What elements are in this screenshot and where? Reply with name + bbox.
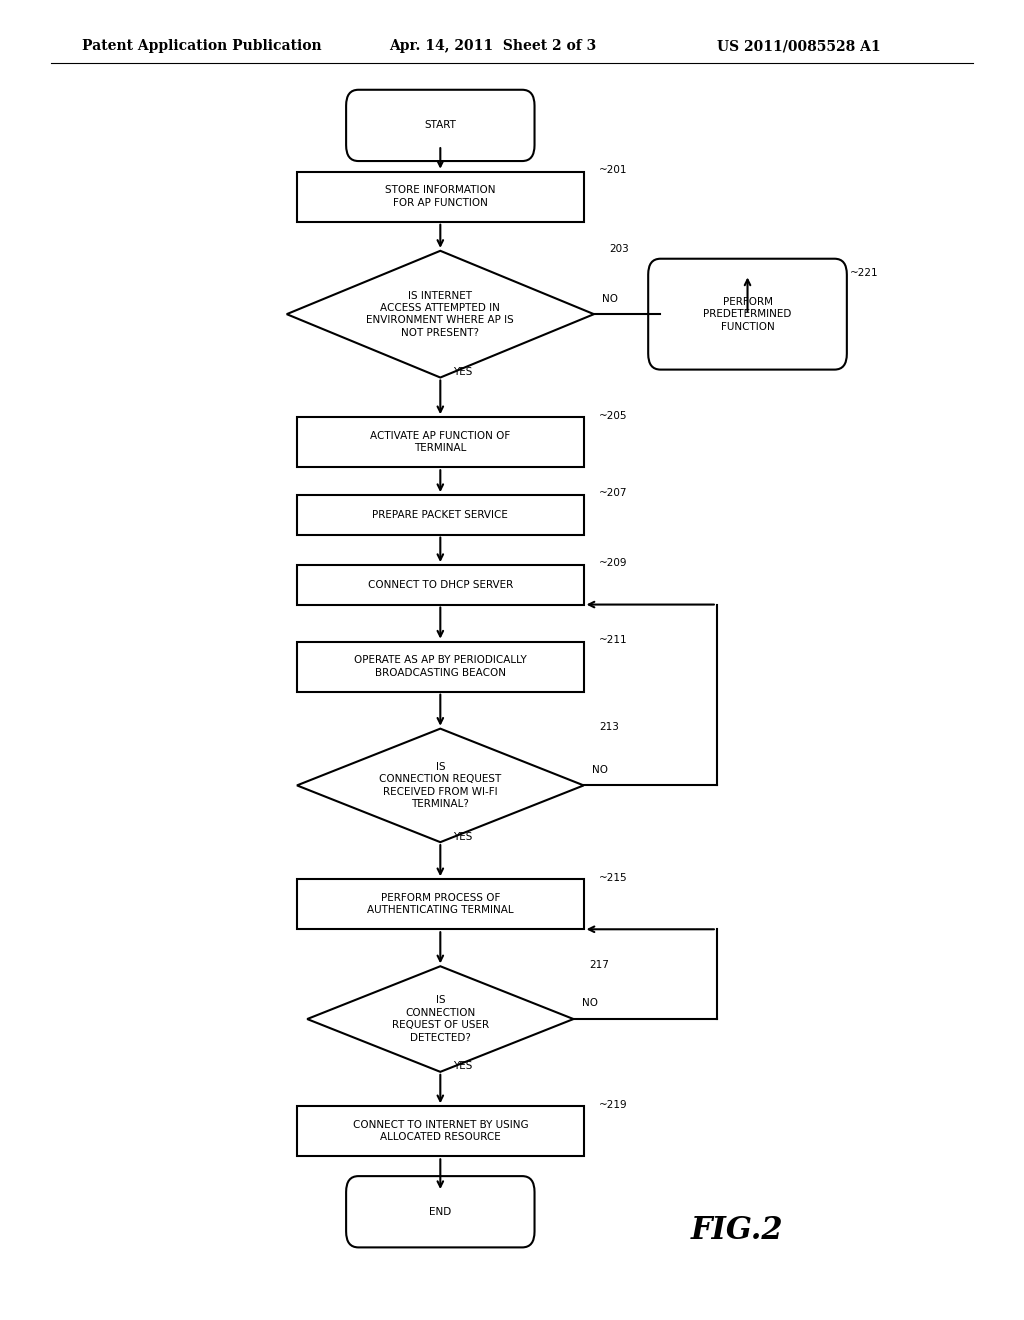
Text: 203: 203	[609, 244, 629, 255]
Bar	[297, 172, 584, 222]
FancyBboxPatch shape	[648, 259, 847, 370]
Text: ~219: ~219	[599, 1100, 628, 1110]
Text: ~221: ~221	[850, 268, 879, 279]
Bar	[297, 879, 584, 929]
Text: 217: 217	[589, 960, 608, 970]
Text: YES: YES	[453, 367, 472, 378]
Text: ~205: ~205	[599, 411, 628, 421]
Text: ~209: ~209	[599, 558, 628, 569]
Text: END: END	[429, 1206, 452, 1217]
Bar	[297, 495, 584, 535]
FancyBboxPatch shape	[346, 1176, 535, 1247]
Text: Apr. 14, 2011  Sheet 2 of 3: Apr. 14, 2011 Sheet 2 of 3	[389, 40, 596, 53]
Text: CONNECT TO INTERNET BY USING
ALLOCATED RESOURCE: CONNECT TO INTERNET BY USING ALLOCATED R…	[352, 1121, 528, 1142]
Text: ~211: ~211	[599, 635, 628, 645]
Text: ACTIVATE AP FUNCTION OF
TERMINAL: ACTIVATE AP FUNCTION OF TERMINAL	[371, 432, 510, 453]
Text: STORE INFORMATION
FOR AP FUNCTION: STORE INFORMATION FOR AP FUNCTION	[385, 186, 496, 207]
Text: NO: NO	[592, 764, 608, 775]
Text: PERFORM
PREDETERMINED
FUNCTION: PERFORM PREDETERMINED FUNCTION	[703, 297, 792, 331]
Bar	[297, 642, 584, 692]
Text: CONNECT TO DHCP SERVER: CONNECT TO DHCP SERVER	[368, 579, 513, 590]
Text: PREPARE PACKET SERVICE: PREPARE PACKET SERVICE	[373, 510, 508, 520]
Text: Patent Application Publication: Patent Application Publication	[82, 40, 322, 53]
Text: 213: 213	[599, 722, 618, 733]
Text: YES: YES	[453, 1061, 472, 1072]
Polygon shape	[297, 729, 584, 842]
FancyBboxPatch shape	[346, 90, 535, 161]
Text: PERFORM PROCESS OF
AUTHENTICATING TERMINAL: PERFORM PROCESS OF AUTHENTICATING TERMIN…	[367, 894, 514, 915]
Text: US 2011/0085528 A1: US 2011/0085528 A1	[717, 40, 881, 53]
Text: NO: NO	[582, 998, 598, 1008]
Bar	[297, 565, 584, 605]
Polygon shape	[307, 966, 573, 1072]
Text: IS
CONNECTION REQUEST
RECEIVED FROM WI-FI
TERMINAL?: IS CONNECTION REQUEST RECEIVED FROM WI-F…	[379, 762, 502, 809]
Bar	[297, 417, 584, 467]
Text: IS INTERNET
ACCESS ATTEMPTED IN
ENVIRONMENT WHERE AP IS
NOT PRESENT?: IS INTERNET ACCESS ATTEMPTED IN ENVIRONM…	[367, 290, 514, 338]
Text: START: START	[424, 120, 457, 131]
Text: IS
CONNECTION
REQUEST OF USER
DETECTED?: IS CONNECTION REQUEST OF USER DETECTED?	[392, 995, 488, 1043]
Text: NO: NO	[602, 293, 618, 304]
Text: OPERATE AS AP BY PERIODICALLY
BROADCASTING BEACON: OPERATE AS AP BY PERIODICALLY BROADCASTI…	[354, 656, 526, 677]
Text: FIG.2: FIG.2	[691, 1214, 783, 1246]
Text: ~207: ~207	[599, 488, 628, 499]
Bar	[297, 1106, 584, 1156]
Text: ~215: ~215	[599, 873, 628, 883]
Text: YES: YES	[453, 832, 472, 842]
Polygon shape	[287, 251, 594, 378]
Text: ~201: ~201	[599, 165, 628, 176]
